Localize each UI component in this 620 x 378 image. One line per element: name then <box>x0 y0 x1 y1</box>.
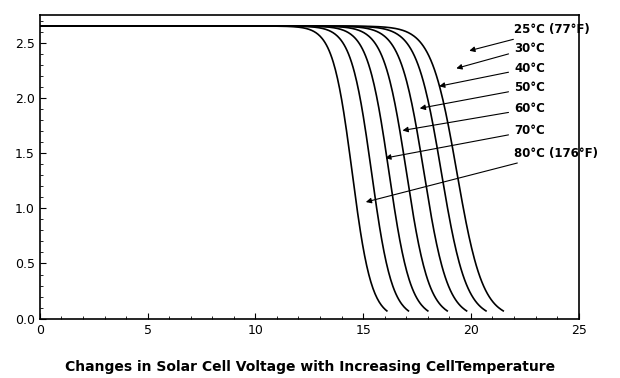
Text: 60°C: 60°C <box>404 102 545 132</box>
Text: 30°C: 30°C <box>458 42 545 69</box>
Text: 50°C: 50°C <box>421 81 545 110</box>
Text: 80°C (176°F): 80°C (176°F) <box>367 147 598 203</box>
Text: 25°C (77°F): 25°C (77°F) <box>471 23 590 51</box>
Text: 40°C: 40°C <box>440 62 545 87</box>
Text: 70°C: 70°C <box>386 124 545 159</box>
Text: Changes in Solar Cell Voltage with Increasing CellTemperature: Changes in Solar Cell Voltage with Incre… <box>65 360 555 374</box>
